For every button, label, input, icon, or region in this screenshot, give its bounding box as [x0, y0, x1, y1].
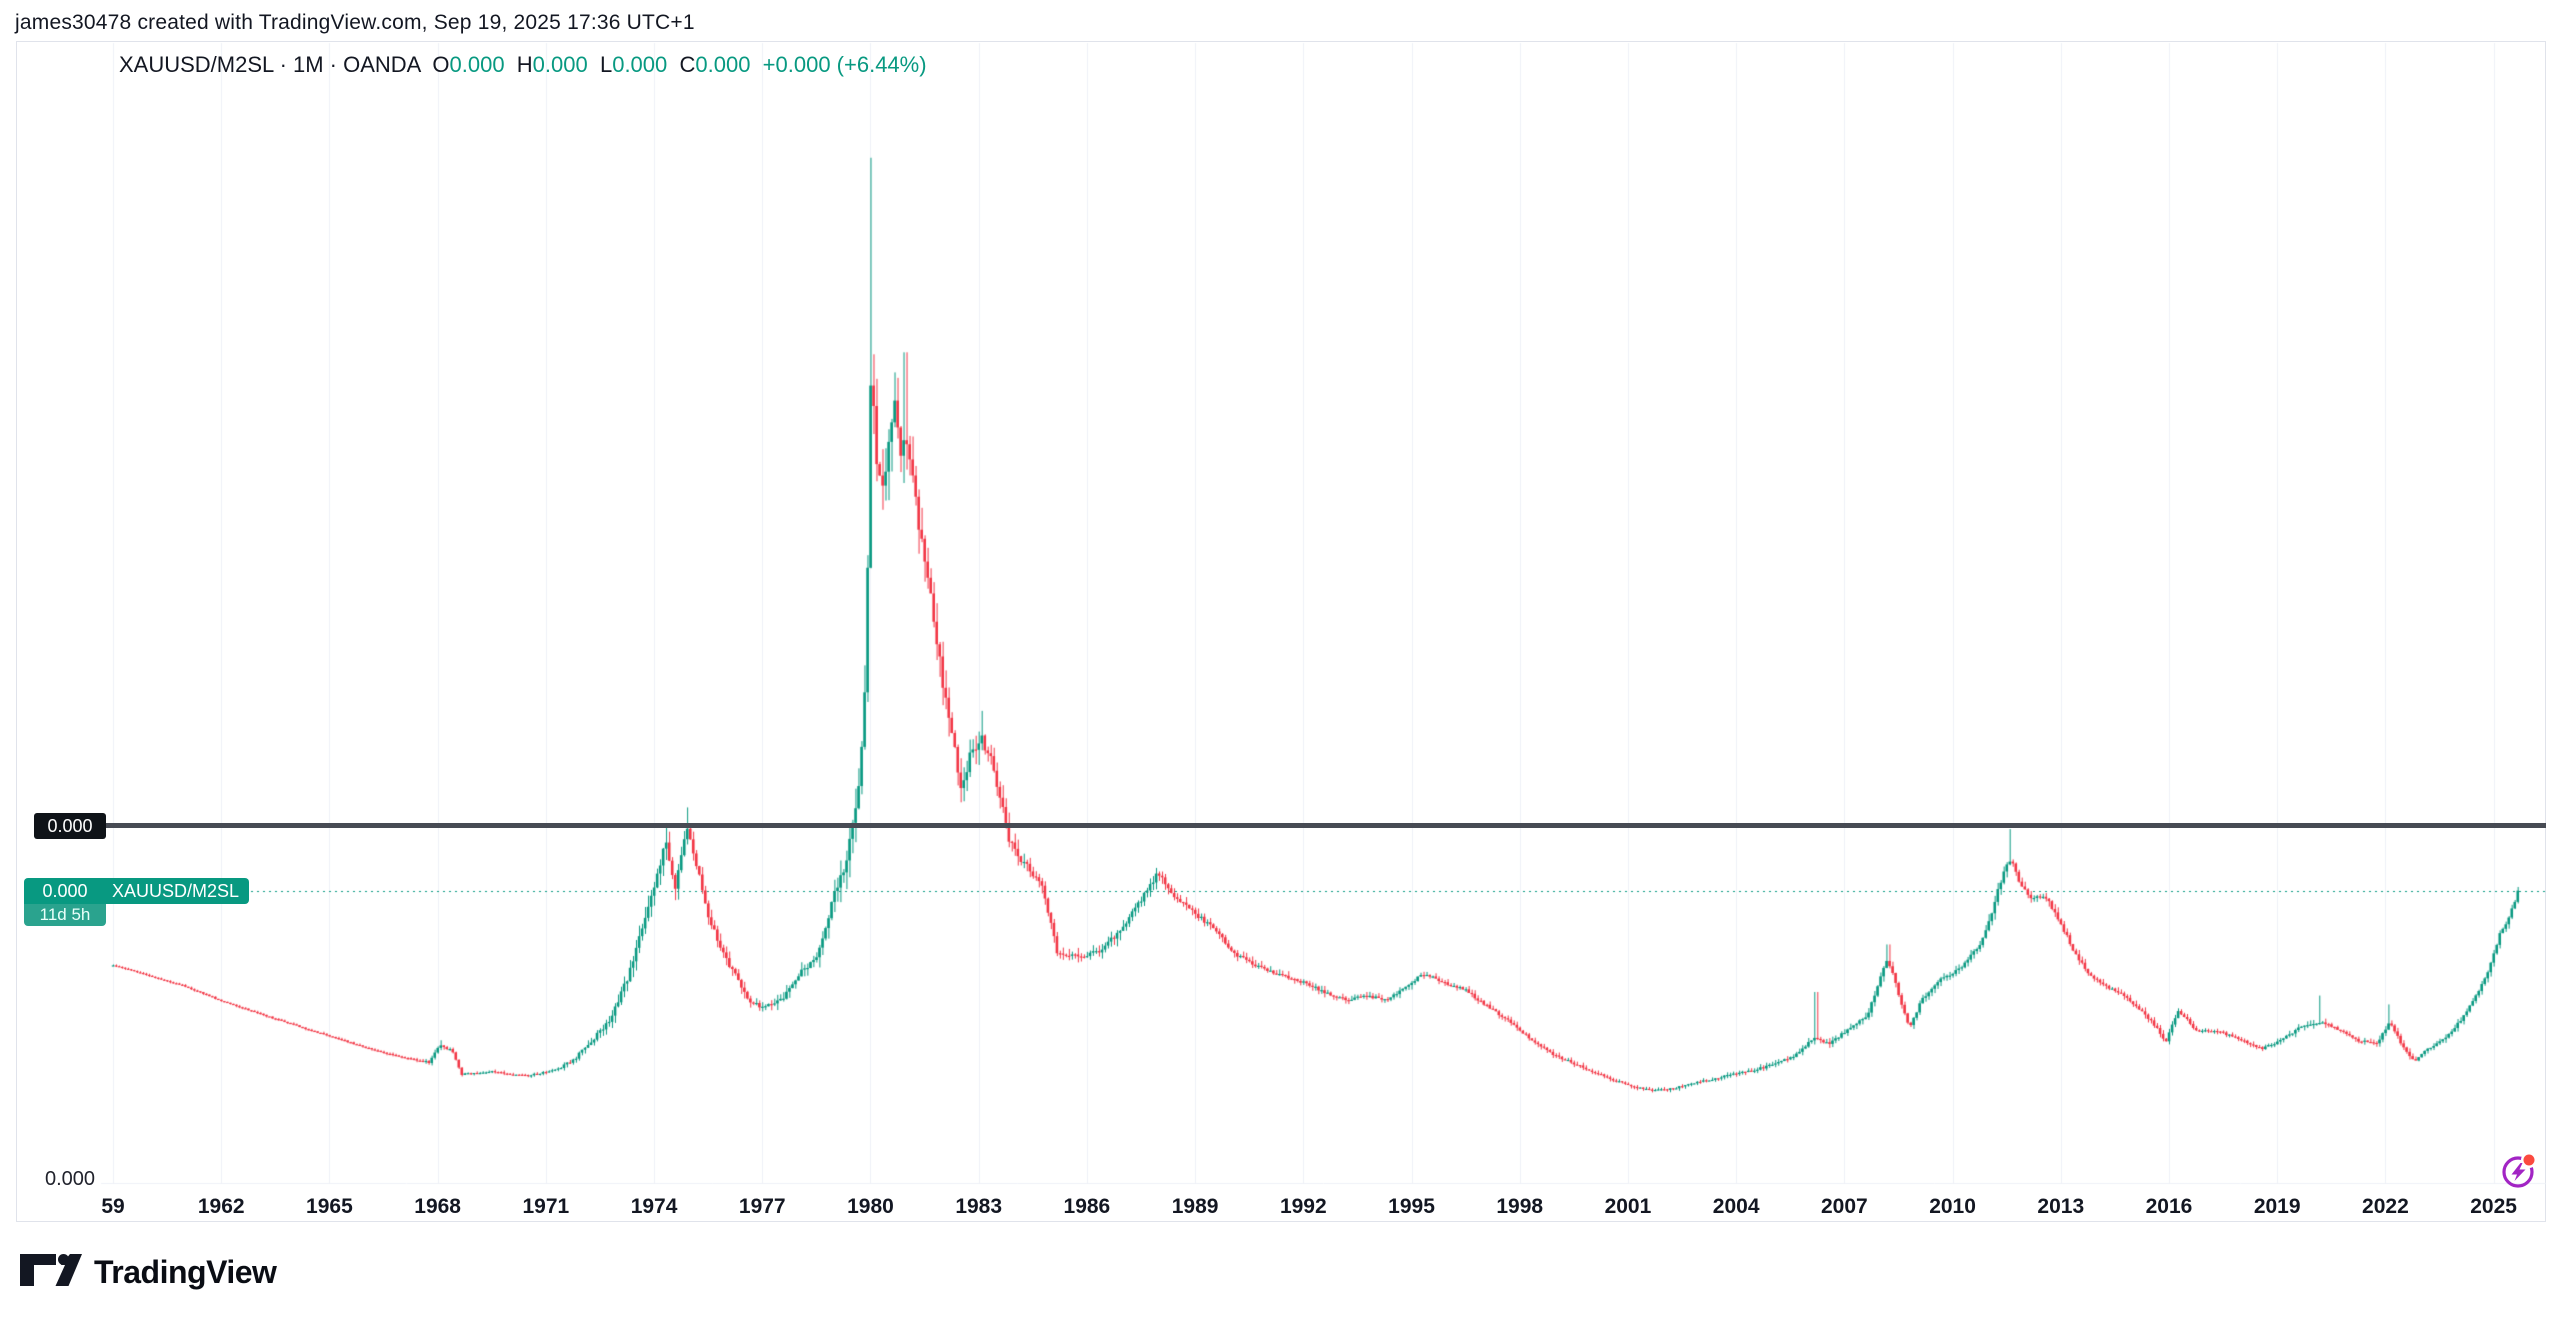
legend-ohlc-value: 0.000: [612, 52, 680, 77]
legend-ohlc-label: L: [599, 52, 613, 77]
time-axis-label: 1968: [414, 1195, 461, 1218]
chart-legend[interactable]: XAUUSD/M2SL · 1M · OANDA O0.000 H0.000 L…: [119, 52, 927, 78]
legend-symbol[interactable]: XAUUSD/M2SL · 1M · OANDA: [119, 52, 421, 77]
time-axis-label: 1965: [306, 1195, 353, 1218]
time-axis-label: 1992: [1279, 1195, 1327, 1218]
tradingview-mark-icon: [20, 1254, 82, 1286]
legend-ohlc-value: 0.000: [695, 52, 763, 77]
time-axis-label: 2001: [1604, 1195, 1652, 1218]
legend-ohlc-label: H: [516, 52, 533, 77]
legend-ohlc: O0.000 H0.000 L0.000 C0.000: [420, 52, 763, 77]
current-price-badge: 0.000 XAUUSD/M2SL 11d 5h: [24, 878, 249, 926]
series-tag: XAUUSD/M2SL: [106, 878, 249, 904]
time-axis-label: 2016: [2145, 1195, 2193, 1218]
legend-ohlc-value: 0.000: [449, 52, 517, 77]
time-axis-label: 2010: [1929, 1195, 1976, 1218]
time-axis-label: 1974: [630, 1195, 678, 1218]
notification-dot-icon: [2523, 1154, 2535, 1166]
time-axis-label: 1983: [955, 1195, 1003, 1218]
time-axis-label: 1971: [522, 1195, 570, 1218]
time-axis-label: 1980: [847, 1195, 894, 1218]
time-axis-label: 2022: [2362, 1195, 2409, 1218]
ai-assistant-button[interactable]: [2497, 1149, 2541, 1193]
time-axis-label: 2019: [2253, 1195, 2301, 1218]
price-axis-tick: 0.000: [44, 1168, 96, 1190]
time-axis-label: 2004: [1712, 1195, 1760, 1218]
chart-widget: 59 1962 1965 1968 1971 1974 1977 1980 1983 1986 19…: [16, 41, 2547, 1222]
legend-ohlc-label: C: [679, 52, 696, 77]
time-axis-label: 2013: [2037, 1195, 2085, 1218]
ai-circle-icon: [2502, 1156, 2534, 1188]
legend-change: +0.000 (+6.44%): [762, 52, 927, 77]
tradingview-logo-text: TradingView: [94, 1253, 277, 1290]
time-axis-label: 1989: [1171, 1195, 1219, 1218]
time-axis-label: 59: [101, 1195, 125, 1218]
time-axis-label: 2007: [1821, 1195, 1868, 1218]
footer: TradingView: [20, 1250, 277, 1294]
candlestick-chart[interactable]: [17, 42, 2547, 1221]
bar-countdown: 11d 5h: [24, 904, 106, 926]
time-axis-label: 1977: [738, 1195, 786, 1218]
time-axis-label: 2025: [2470, 1195, 2517, 1218]
time-axis-label: 1962: [197, 1195, 245, 1218]
current-price-value: 0.000: [24, 878, 106, 904]
horizontal-price-line[interactable]: [101, 823, 2546, 828]
time-axis-label: 1998: [1496, 1195, 1544, 1218]
time-axis-label: 1995: [1388, 1195, 1435, 1218]
lightning-bolt-icon: [2511, 1163, 2526, 1181]
attribution-text: james30478 created with TradingView.com,…: [15, 11, 695, 34]
time-axis-label: 1986: [1063, 1195, 1111, 1218]
tradingview-logo[interactable]: TradingView: [20, 1253, 277, 1291]
time-axis[interactable]: 59 1962 1965 1968 1971 1974 1977 1980 1983 1986 19…: [17, 42, 2545, 1221]
line-price-label: 0.000: [34, 813, 106, 839]
legend-ohlc-value: 0.000: [532, 52, 600, 77]
legend-ohlc-label: O: [432, 52, 450, 77]
